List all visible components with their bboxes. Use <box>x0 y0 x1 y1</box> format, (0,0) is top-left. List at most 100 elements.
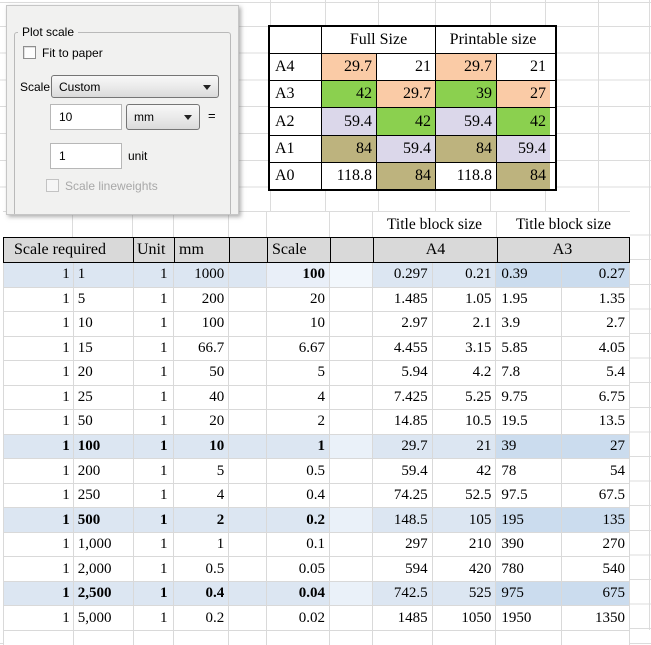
cell-ratio-2[interactable]: 200 <box>74 459 134 483</box>
cell-a3-height[interactable]: 67.5 <box>598 487 625 504</box>
cell-scale[interactable]: 0.4 <box>267 483 330 508</box>
cell-spacer[interactable] <box>229 483 268 508</box>
cell-a3-width[interactable]: 975 <box>496 581 563 606</box>
cell-scale[interactable]: 1 <box>267 434 330 459</box>
cell-scale[interactable]: 4 <box>267 385 330 410</box>
cell[interactable] <box>229 631 268 645</box>
cell-scale[interactable]: 20 <box>267 287 330 312</box>
cell[interactable]: 84 <box>436 135 497 162</box>
header-spacer[interactable] <box>230 238 268 262</box>
cell-spacer[interactable] <box>330 361 373 385</box>
header-mm[interactable]: mm <box>175 238 230 262</box>
cell-spacer[interactable] <box>229 532 268 557</box>
cell-scale[interactable]: 5 <box>267 361 330 385</box>
title-block-size-a4[interactable]: Title block size <box>373 212 497 237</box>
cell-ratio-2[interactable]: 1,000 <box>74 532 134 557</box>
paper-label[interactable]: A2 <box>270 108 322 135</box>
cell-a4-height[interactable]: 52.5 <box>433 483 497 508</box>
cell-a4-width[interactable]: 297 <box>373 532 433 557</box>
cell-a4-height[interactable]: 4.2 <box>433 361 497 385</box>
cell-scale[interactable]: 0.05 <box>267 557 330 581</box>
cell[interactable]: 29.7 <box>322 54 377 81</box>
cell[interactable] <box>134 631 175 645</box>
cell-mm[interactable]: 10 <box>174 434 230 459</box>
cell-spacer[interactable] <box>229 361 268 385</box>
cell-spacer[interactable] <box>330 532 373 557</box>
cell-a3-width[interactable]: 780 <box>496 557 563 581</box>
cell-spacer[interactable] <box>229 459 268 483</box>
cell-ratio-2[interactable]: 50 <box>74 410 134 434</box>
cell-mm[interactable]: 40 <box>174 385 230 410</box>
cell-spacer[interactable] <box>229 312 268 336</box>
cell-a3-height[interactable]: 1.35 <box>598 290 625 307</box>
cell-mm[interactable]: 0.5 <box>174 557 230 581</box>
cell[interactable]: 27 <box>497 81 550 108</box>
cell-ratio-2[interactable]: 100 <box>73 434 134 459</box>
cell-a4-width[interactable]: 4.455 <box>373 336 433 361</box>
header-a4[interactable]: A4 <box>374 238 498 262</box>
cell[interactable]: 21 <box>530 58 546 76</box>
cell-a4-width[interactable]: 74.25 <box>373 483 433 508</box>
cell-spacer[interactable] <box>330 312 373 336</box>
cell-mm[interactable]: 20 <box>174 410 230 434</box>
cell-ratio-2[interactable]: 2,000 <box>74 557 134 581</box>
cell-ratio-2[interactable]: 1 <box>73 263 134 287</box>
cell-ratio-1[interactable]: 1 <box>4 532 74 557</box>
cell-a3-width[interactable]: 390 <box>496 532 563 557</box>
cell[interactable] <box>267 631 330 645</box>
cell-mm[interactable]: 5 <box>174 459 230 483</box>
cell-mm[interactable]: 200 <box>174 287 230 312</box>
cell-a3-height[interactable]: 0.27 <box>562 263 629 287</box>
cell-unit[interactable]: 1 <box>133 434 175 459</box>
header-spacer[interactable] <box>331 238 374 262</box>
cell-mm[interactable]: 2 <box>174 508 230 532</box>
cell-ratio-2[interactable]: 2,500 <box>73 581 134 606</box>
cell-ratio-2[interactable]: 15 <box>74 336 134 361</box>
cell-a3-height[interactable]: 2.7 <box>606 315 625 332</box>
cell-spacer[interactable] <box>330 410 373 434</box>
cell-a4-width[interactable]: 594 <box>373 557 433 581</box>
cell-spacer[interactable] <box>229 581 268 606</box>
cell-mm[interactable]: 66.7 <box>174 336 230 361</box>
cell-unit[interactable]: 1 <box>134 410 175 434</box>
cell-ratio-1[interactable]: 1 <box>4 581 74 606</box>
cell-unit[interactable]: 1 <box>134 606 175 630</box>
cell-ratio-1[interactable]: 1 <box>4 287 74 312</box>
cell-a3-width[interactable]: 78 <box>496 459 563 483</box>
cell-spacer[interactable] <box>329 263 373 287</box>
cell-ratio-1[interactable]: 1 <box>4 483 74 508</box>
printable-size-header[interactable]: Printable size <box>449 31 537 48</box>
cell-mm[interactable]: 1000 <box>174 263 230 287</box>
paper-label[interactable]: A4 <box>270 54 322 81</box>
cell-unit[interactable]: 1 <box>134 361 175 385</box>
cell-a4-height[interactable]: 3.15 <box>433 336 497 361</box>
cell-ratio-2[interactable]: 20 <box>74 361 134 385</box>
cell-ratio-2[interactable]: 5 <box>74 287 134 312</box>
paper-units-input[interactable] <box>50 104 122 130</box>
cell-scale[interactable]: 0.5 <box>267 459 330 483</box>
cell[interactable] <box>3 212 73 237</box>
header-scale[interactable]: Scale <box>268 238 331 262</box>
cell[interactable]: 42 <box>497 108 550 135</box>
header-scale-required[interactable]: Scale required <box>4 238 134 262</box>
cell-a4-height[interactable]: 525 <box>432 581 497 606</box>
cell-unit[interactable]: 1 <box>134 385 175 410</box>
cell[interactable] <box>74 631 134 645</box>
cell-ratio-2[interactable]: 25 <box>74 385 134 410</box>
cell-ratio-2[interactable]: 250 <box>74 483 134 508</box>
cell-ratio-1[interactable]: 1 <box>4 410 74 434</box>
cell-unit[interactable]: 1 <box>134 287 175 312</box>
cell[interactable]: 29.7 <box>436 54 497 81</box>
cell[interactable] <box>562 631 629 645</box>
cell[interactable]: 59.4 <box>436 108 497 135</box>
cell[interactable] <box>4 631 74 645</box>
cell-spacer[interactable] <box>330 557 373 581</box>
cell-a4-height[interactable]: 210 <box>433 532 497 557</box>
cell-unit[interactable]: 1 <box>133 581 175 606</box>
cell-spacer[interactable] <box>229 557 268 581</box>
cell-a4-height[interactable]: 10.5 <box>433 410 497 434</box>
full-size-header[interactable]: Full Size <box>322 27 436 53</box>
cell-ratio-1[interactable]: 1 <box>4 434 74 459</box>
cell-a4-height[interactable]: 1050 <box>433 606 497 630</box>
paper-units-dropdown[interactable]: mm <box>126 104 200 130</box>
